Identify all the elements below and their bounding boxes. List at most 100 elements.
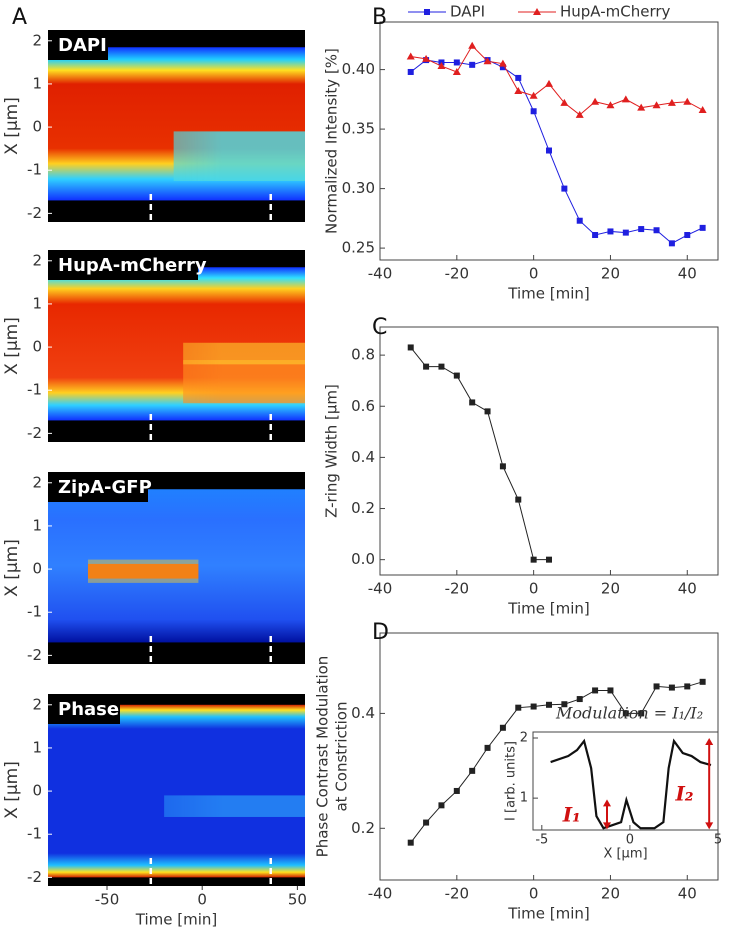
inset-label: I₂ — [674, 782, 693, 806]
x-tick-label: -40 — [368, 580, 393, 598]
heatmap-panel: HupA-mCherry -2 -1 0 1 2 X [µm] — [2, 250, 305, 442]
data-point — [530, 556, 537, 563]
y-tick-label: -1 — [27, 161, 42, 179]
x-axis-label: Time [min] — [507, 905, 589, 923]
heatmap-region — [87, 559, 199, 583]
x-tick-label: 20 — [601, 885, 620, 903]
legend-marker — [424, 9, 430, 15]
data-point — [453, 372, 460, 379]
data-point — [637, 103, 646, 111]
y-axis-label: I [arb. units] — [504, 741, 519, 821]
y-tick-label: 0.2 — [351, 499, 375, 517]
data-point — [607, 228, 614, 235]
y-tick-label: 0.30 — [342, 179, 375, 197]
x-tick-label: 40 — [678, 580, 697, 598]
y-tick-label: 2 — [32, 31, 42, 49]
legend-marker — [533, 8, 541, 15]
data-point — [499, 463, 506, 470]
plot-frame — [379, 326, 719, 576]
x-tick-label: 0 — [197, 891, 207, 909]
panel-label-box — [48, 694, 120, 724]
data-point — [592, 687, 599, 694]
plot-frame — [379, 21, 719, 261]
y-tick-label: 0.2 — [351, 819, 375, 837]
y-tick-label: -1 — [27, 603, 42, 621]
panel-letter: C — [372, 315, 387, 340]
data-point — [499, 64, 506, 71]
x-tick-label: 0 — [529, 580, 539, 598]
data-point — [422, 54, 431, 62]
data-point — [484, 744, 491, 751]
y-tick-label: -1 — [27, 381, 42, 399]
data-point — [546, 147, 552, 154]
y-tick-label: 0.25 — [342, 239, 375, 257]
y-tick-label: -2 — [27, 204, 42, 222]
data-point — [407, 344, 414, 351]
data-point — [438, 802, 445, 809]
data-point — [561, 185, 568, 192]
data-point — [515, 74, 522, 81]
data-point — [545, 79, 553, 87]
arrow-head — [603, 799, 611, 807]
heatmap-region — [164, 795, 305, 817]
x-axis-label: X [µm] — [603, 847, 647, 862]
data-point — [546, 701, 552, 708]
data-point — [453, 59, 460, 66]
x-tick-label: 0 — [529, 885, 539, 903]
heatmap-panel: ZipA-GFP -2 -1 0 1 2 X [µm] — [2, 472, 305, 664]
x-axis-label: Time [min] — [507, 285, 589, 303]
y-tick-label: 0.0 — [351, 550, 375, 568]
data-point — [699, 224, 706, 231]
y-tick-label: 0.40 — [342, 60, 375, 78]
arrow-head — [705, 822, 714, 830]
data-point — [653, 227, 660, 234]
data-point — [667, 98, 676, 106]
series-line — [550, 738, 712, 830]
data-point — [699, 678, 706, 685]
data-point — [515, 496, 522, 503]
panel-label: Phase — [58, 699, 119, 720]
data-point — [622, 229, 629, 236]
y-tick-label: 0.4 — [351, 448, 375, 466]
data-point — [638, 710, 645, 717]
y-tick-label: 0 — [32, 560, 42, 578]
y-axis-label: X [µm] — [2, 97, 22, 155]
y-tick-label: 0.6 — [351, 397, 375, 415]
x-tick-label: 20 — [601, 265, 620, 283]
x-axis-label: Time [min] — [135, 911, 217, 929]
y-axis-label: Phase Contrast Modulation — [314, 656, 332, 858]
y-tick-label: 2 — [520, 731, 528, 746]
data-point — [653, 683, 660, 690]
data-point — [406, 52, 415, 60]
data-point — [514, 87, 523, 95]
data-point — [575, 110, 584, 118]
data-point — [515, 704, 522, 711]
data-point — [684, 683, 691, 690]
y-axis-label: X [µm] — [2, 539, 22, 597]
data-point — [683, 97, 692, 105]
series-line — [410, 347, 549, 561]
inset-background — [533, 732, 718, 830]
arrow-head — [603, 822, 611, 830]
data-point — [530, 108, 537, 115]
heatmap-panel: Phase -2 -1 0 1 2 X [µm] — [2, 694, 305, 886]
data-point — [561, 701, 568, 708]
data-point — [452, 67, 461, 75]
x-tick-label: 50 — [288, 891, 307, 909]
arrow-head — [705, 738, 714, 746]
y-axis-label: at Constriction — [333, 701, 351, 811]
x-tick-label: -20 — [445, 580, 470, 598]
panel-label: HupA-mCherry — [58, 255, 207, 276]
data-point — [638, 226, 645, 233]
data-point — [499, 724, 506, 731]
y-tick-label: 1 — [520, 791, 528, 806]
data-point — [592, 232, 599, 239]
x-tick-label: 0 — [626, 833, 634, 848]
data-point — [468, 41, 477, 49]
y-tick-label: 1 — [32, 738, 42, 756]
x-tick-label: 0 — [529, 265, 539, 283]
data-point — [469, 399, 476, 406]
data-point — [529, 91, 538, 99]
panel-label-box — [48, 472, 148, 502]
legend-label: HupA-mCherry — [560, 3, 671, 21]
